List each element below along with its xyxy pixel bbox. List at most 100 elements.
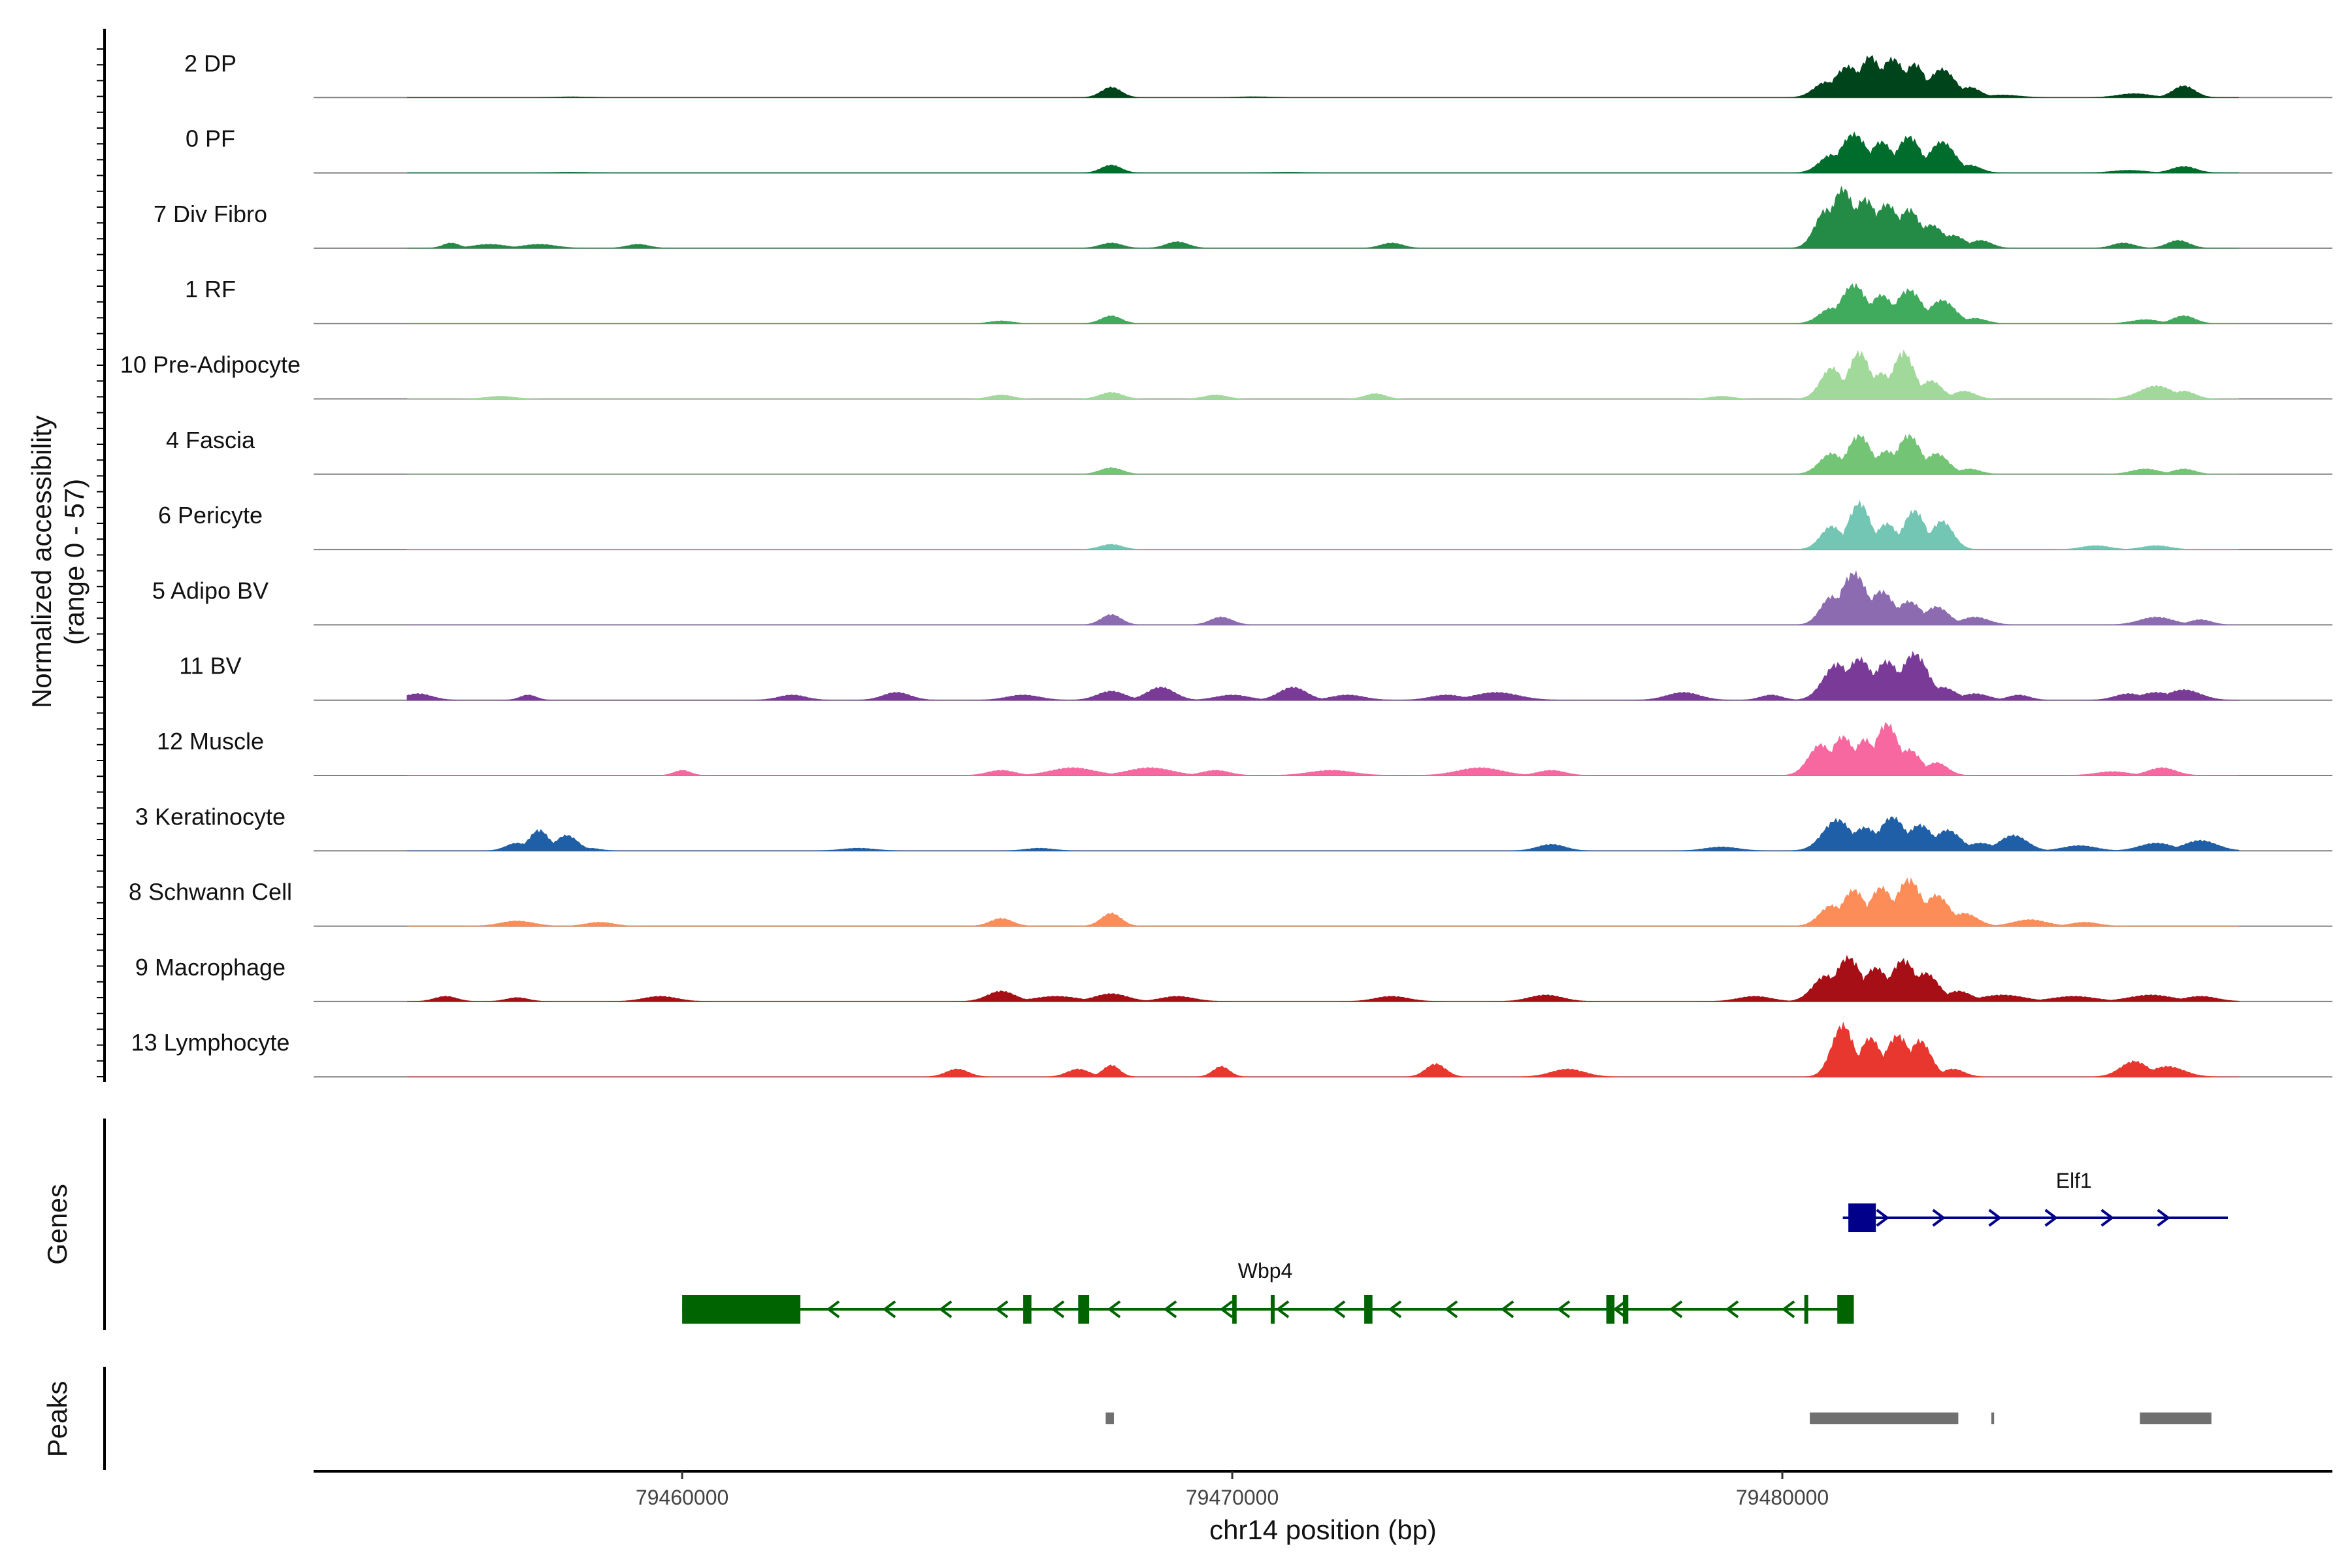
y-axis-title-line1: Normalized accessibility bbox=[26, 416, 57, 708]
coverage-area bbox=[407, 816, 2240, 851]
coverage-area bbox=[407, 1021, 2239, 1077]
exon bbox=[1837, 1295, 1854, 1324]
coverage-area bbox=[406, 651, 2240, 701]
strand-arrow bbox=[1107, 1300, 1121, 1318]
strand-arrow bbox=[1163, 1300, 1177, 1318]
coverage-area bbox=[407, 55, 2239, 98]
strand-arrow bbox=[2100, 1209, 2114, 1227]
coverage-left-axis bbox=[97, 29, 106, 1082]
track-9: 11 BV bbox=[179, 651, 2332, 701]
coverage-area bbox=[407, 722, 2239, 776]
track-label: 9 Macrophage bbox=[135, 954, 286, 981]
strand-arrow bbox=[2044, 1209, 2058, 1227]
track-label: 13 Lymphocyte bbox=[131, 1029, 290, 1056]
track-label: 3 Keratinocyte bbox=[135, 803, 286, 830]
gene-wbp4: Wbp4 bbox=[682, 1259, 1854, 1324]
track-label: 6 Pericyte bbox=[158, 502, 263, 529]
peak-region bbox=[2140, 1413, 2212, 1424]
track-4: 1 RF bbox=[185, 276, 2332, 325]
x-tick-label: 79460000 bbox=[636, 1486, 728, 1509]
x-axis-ticks: 79460000 79470000 79480000 bbox=[636, 1471, 1829, 1509]
strand-arrow bbox=[1876, 1209, 1889, 1227]
track-label: 2 DP bbox=[184, 50, 237, 76]
strand-arrow bbox=[1725, 1300, 1739, 1318]
track-2: 0 PF bbox=[186, 125, 2332, 174]
coverage-area bbox=[407, 131, 2239, 174]
exon bbox=[1271, 1295, 1275, 1324]
track-14: 13 Lymphocyte bbox=[131, 1021, 2332, 1078]
genes-title: Genes bbox=[42, 1184, 73, 1265]
track-label: 12 Muscle bbox=[157, 728, 264, 755]
coverage-area bbox=[407, 186, 2239, 249]
strand-arrow bbox=[1988, 1209, 2002, 1227]
gene-annotations: Elf1 Wbp4 bbox=[682, 1169, 2229, 1324]
coverage-area bbox=[407, 499, 2239, 550]
coverage-area bbox=[407, 570, 2239, 625]
y-axis-title-line2: (range 0 - 57) bbox=[59, 479, 90, 645]
strand-arrow bbox=[882, 1300, 896, 1318]
strand-arrow bbox=[826, 1300, 840, 1318]
strand-arrow bbox=[1331, 1300, 1346, 1318]
track-6: 4 Fascia bbox=[166, 427, 2332, 475]
exon bbox=[1232, 1295, 1237, 1324]
strand-arrow bbox=[1275, 1300, 1290, 1318]
peak-region bbox=[1105, 1413, 1114, 1424]
gene-label: Elf1 bbox=[2056, 1169, 2092, 1192]
exon bbox=[1364, 1295, 1373, 1324]
strand-arrow bbox=[1932, 1209, 1946, 1227]
strand-arrow bbox=[2157, 1209, 2170, 1227]
exon bbox=[1622, 1295, 1629, 1324]
coverage-tracks: 2 DP 0 PF 7 Div Fibro 1 RF 10 Pre-Adipocyte 4… bbox=[120, 50, 2332, 1078]
track-1: 2 DP bbox=[184, 50, 2332, 99]
peak-region bbox=[1810, 1413, 1959, 1424]
track-label: 5 Adipo BV bbox=[152, 577, 269, 604]
x-tick-label: 79470000 bbox=[1186, 1486, 1279, 1509]
peak-region bbox=[1991, 1413, 1995, 1424]
strand-arrow bbox=[1219, 1300, 1233, 1318]
track-8: 5 Adipo BV bbox=[152, 570, 2332, 626]
track-7: 6 Pericyte bbox=[158, 499, 2332, 551]
track-label: 0 PF bbox=[186, 125, 235, 152]
strand-arrow bbox=[1781, 1300, 1795, 1318]
peak-regions bbox=[1105, 1413, 2212, 1424]
strand-arrow bbox=[1556, 1300, 1571, 1318]
track-5: 10 Pre-Adipocyte bbox=[120, 350, 2332, 400]
track-label: 7 Div Fibro bbox=[154, 201, 267, 227]
strand-arrow bbox=[1669, 1300, 1683, 1318]
y-axis-title: Normalized accessibility (range 0 - 57) bbox=[26, 416, 90, 708]
track-10: 12 Muscle bbox=[157, 722, 2332, 776]
strand-arrow bbox=[994, 1300, 1009, 1318]
track-label: 1 RF bbox=[185, 276, 236, 302]
strand-arrow bbox=[1612, 1300, 1627, 1318]
track-13: 9 Macrophage bbox=[135, 954, 2332, 1002]
gene-label: Wbp4 bbox=[1238, 1259, 1293, 1282]
x-axis-title: chr14 position (bp) bbox=[1209, 1514, 1437, 1545]
exon bbox=[1804, 1295, 1808, 1324]
track-12: 8 Schwann Cell bbox=[129, 877, 2332, 927]
peaks-title: Peaks bbox=[42, 1381, 73, 1458]
coverage-area bbox=[407, 877, 2239, 927]
exon bbox=[1023, 1295, 1032, 1324]
coverage-area bbox=[407, 350, 2239, 399]
track-label: 4 Fascia bbox=[166, 427, 255, 453]
track-label: 11 BV bbox=[179, 653, 241, 679]
strand-arrow bbox=[1500, 1300, 1514, 1318]
strand-arrow bbox=[938, 1300, 953, 1318]
track-3: 7 Div Fibro bbox=[154, 186, 2332, 249]
x-tick-label: 79480000 bbox=[1736, 1486, 1829, 1509]
exon bbox=[1848, 1203, 1876, 1232]
coverage-area bbox=[407, 955, 2240, 1002]
track-label: 10 Pre-Adipocyte bbox=[120, 351, 301, 378]
exon bbox=[1078, 1295, 1090, 1324]
track-11: 3 Keratinocyte bbox=[135, 803, 2332, 852]
coverage-area bbox=[407, 434, 2239, 475]
gene-elf1: Elf1 bbox=[1842, 1169, 2229, 1232]
exon bbox=[682, 1295, 801, 1324]
strand-arrow bbox=[1051, 1300, 1065, 1318]
coverage-area bbox=[407, 282, 2239, 324]
track-label: 8 Schwann Cell bbox=[129, 879, 292, 906]
strand-arrow bbox=[1388, 1300, 1402, 1318]
strand-arrow bbox=[1444, 1300, 1458, 1318]
exon bbox=[1606, 1295, 1615, 1324]
